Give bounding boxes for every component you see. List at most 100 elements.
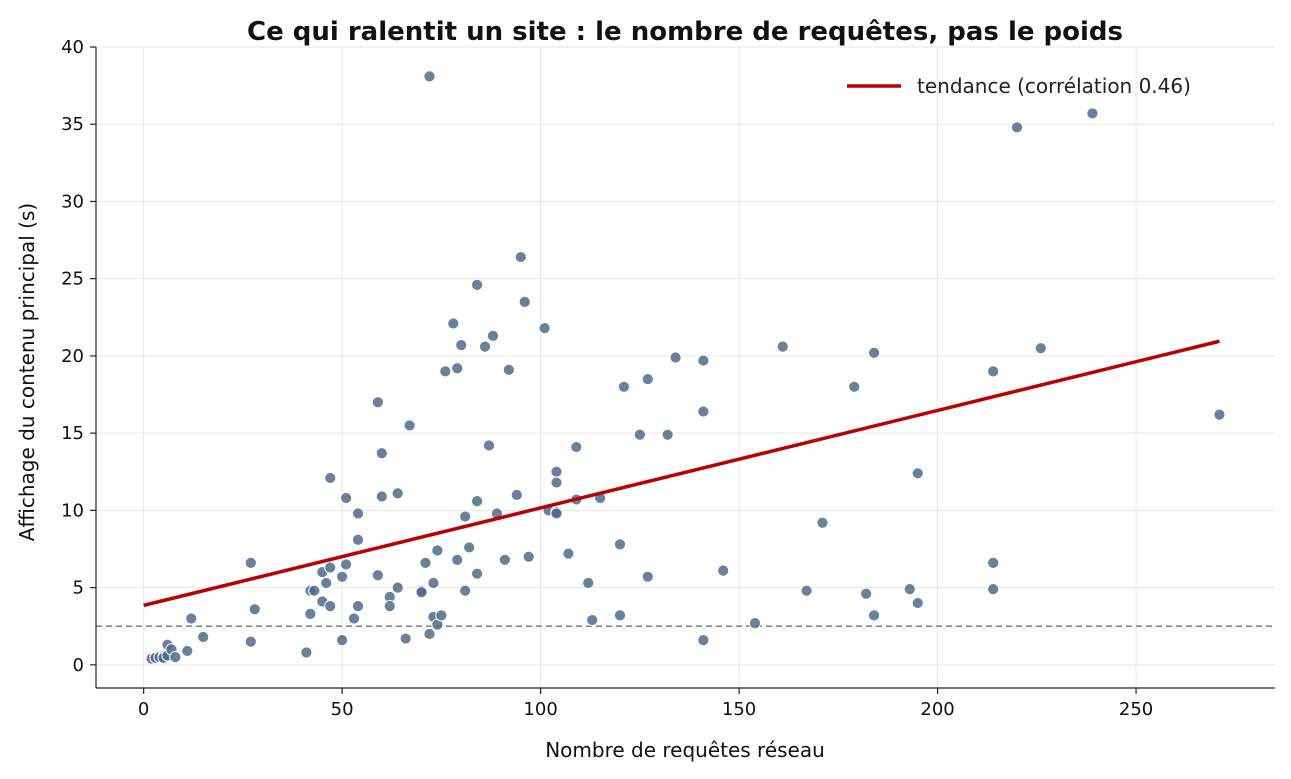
data-point: [451, 362, 464, 375]
data-point: [336, 634, 349, 647]
data-point: [987, 365, 1000, 378]
x-tick-label: 150: [722, 699, 756, 720]
data-point: [613, 538, 627, 551]
data-point: [403, 419, 416, 432]
chart-title: Ce qui ralentit un site : le nombre de r…: [247, 17, 1123, 47]
data-point: [502, 363, 515, 376]
data-point: [661, 428, 674, 441]
data-point: [669, 351, 682, 364]
data-point: [339, 558, 353, 571]
data-point: [351, 600, 365, 613]
y-tick-label: 40: [61, 37, 84, 58]
data-points: [145, 70, 1226, 665]
x-tick-label: 200: [920, 699, 954, 720]
data-point: [486, 329, 500, 342]
data-point: [248, 603, 261, 616]
data-point: [867, 346, 881, 359]
data-point: [455, 339, 468, 352]
data-point: [697, 634, 710, 647]
data-point: [582, 576, 595, 590]
data-point: [617, 380, 631, 393]
data-point: [244, 556, 257, 569]
data-point: [197, 630, 210, 644]
data-point: [439, 365, 452, 378]
data-point: [339, 491, 353, 505]
data-point: [613, 609, 627, 622]
data-point: [427, 576, 440, 590]
data-point: [459, 584, 472, 597]
grid-lines: [96, 46, 1275, 688]
data-point: [478, 340, 492, 353]
data-point: [776, 340, 789, 353]
data-point: [550, 465, 563, 478]
data-point: [633, 428, 646, 441]
data-point: [903, 583, 916, 596]
data-point: [1010, 121, 1024, 134]
data-point: [911, 467, 924, 480]
trend-line: [143, 339, 1220, 608]
y-tick-label: 30: [61, 191, 84, 212]
data-point: [550, 507, 563, 520]
data-point: [244, 635, 257, 648]
x-tick-label: 50: [331, 699, 354, 720]
data-point: [371, 396, 384, 409]
data-point: [717, 564, 730, 577]
data-point: [470, 278, 484, 291]
data-point: [470, 495, 484, 508]
data-point: [375, 447, 388, 460]
data-point: [336, 570, 349, 583]
data-point: [459, 510, 472, 523]
legend-label-trend: tendance (corrélation 0.46): [917, 74, 1191, 98]
data-point: [641, 372, 654, 386]
data-point: [304, 607, 317, 620]
data-point: [324, 471, 337, 485]
data-point: [987, 583, 1000, 596]
data-point: [848, 380, 861, 393]
x-tick-label: 250: [1119, 699, 1153, 720]
data-point: [518, 295, 531, 308]
data-point: [351, 533, 365, 546]
y-tick-label: 5: [73, 578, 84, 599]
y-axis-ticks: 0 5 10 15 20 25 30 35 40: [61, 37, 96, 676]
data-point: [419, 556, 432, 569]
data-point: [185, 612, 198, 625]
x-tick-label: 100: [523, 699, 557, 720]
data-point: [510, 488, 523, 502]
data-point: [697, 354, 710, 367]
data-point: [522, 550, 535, 563]
data-point: [447, 317, 460, 330]
y-tick-label: 15: [61, 423, 84, 444]
data-point: [1086, 107, 1099, 120]
data-point: [570, 440, 583, 454]
data-point: [470, 567, 484, 580]
y-axis-label: Affichage du contenu principal (s): [15, 203, 39, 541]
data-point: [586, 613, 599, 627]
data-point: [435, 609, 448, 622]
data-point: [308, 584, 321, 597]
data-point: [347, 612, 361, 625]
data-point: [320, 576, 333, 590]
data-point: [431, 544, 444, 557]
data-point: [514, 250, 527, 264]
legend: tendance (corrélation 0.46): [847, 74, 1191, 98]
x-tick-label: 0: [138, 699, 149, 720]
data-point: [911, 596, 924, 610]
y-tick-label: 25: [61, 269, 84, 290]
data-point: [324, 561, 337, 574]
data-point: [383, 600, 396, 613]
data-point: [641, 570, 654, 583]
data-point: [1034, 342, 1047, 355]
data-point: [987, 556, 1000, 569]
data-point: [463, 541, 476, 554]
data-point: [748, 617, 762, 630]
data-point: [415, 586, 428, 599]
axes: [95, 47, 1275, 689]
data-point: [423, 627, 436, 641]
data-point: [816, 516, 829, 529]
data-point: [371, 569, 384, 582]
data-point: [375, 490, 388, 503]
y-tick-label: 20: [61, 346, 84, 367]
data-point: [1213, 408, 1226, 421]
data-point: [562, 547, 575, 560]
